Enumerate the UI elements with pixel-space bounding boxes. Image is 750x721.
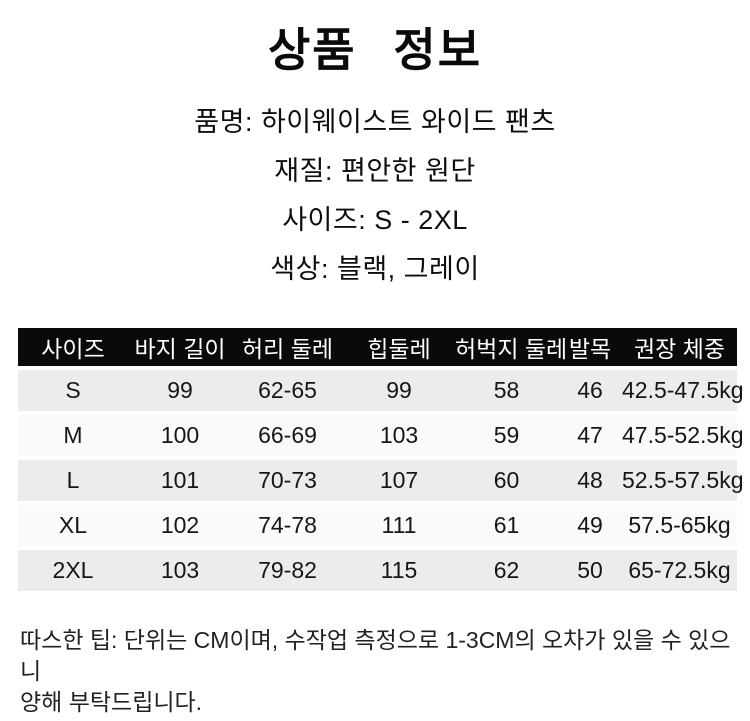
column-header-pants-length: 바지 길이 — [128, 328, 232, 366]
cell-thigh: 62 — [455, 550, 558, 591]
column-header-recommended-weight: 권장 체중 — [622, 328, 737, 366]
cell-pants-length: 100 — [128, 415, 232, 456]
cell-pants-length: 103 — [128, 550, 232, 591]
size-table-header-row: 사이즈 바지 길이 허리 둘레 힙둘레 허벅지 둘레 발목 권장 체중 — [18, 328, 737, 366]
column-header-waist: 허리 둘레 — [232, 328, 343, 366]
cell-waist: 66-69 — [232, 415, 343, 456]
cell-thigh: 59 — [455, 415, 558, 456]
cell-hip: 107 — [343, 460, 455, 501]
cell-hip: 103 — [343, 415, 455, 456]
product-material-line: 재질: 편안한 원단 — [274, 156, 476, 186]
product-size-range-line: 사이즈: S - 2XL — [282, 205, 468, 235]
disclaimer-line-2: 양해 부탁드립니다. — [20, 689, 203, 715]
cell-weight: 57.5-65kg — [622, 505, 737, 546]
cell-waist: 62-65 — [232, 370, 343, 411]
page-title: 상품 정보 — [267, 24, 483, 76]
table-row-2xl: 2XL 103 79-82 115 62 50 65-72.5kg — [18, 550, 737, 591]
column-header-ankle: 발목 — [558, 328, 622, 366]
cell-waist: 74-78 — [232, 505, 343, 546]
cell-size: M — [18, 415, 128, 456]
cell-pants-length: 102 — [128, 505, 232, 546]
cell-waist: 70-73 — [232, 460, 343, 501]
cell-ankle: 50 — [558, 550, 622, 591]
column-header-hip: 힙둘레 — [343, 328, 455, 366]
product-color-line: 색상: 블랙, 그레이 — [270, 254, 480, 284]
column-header-thigh: 허벅지 둘레 — [455, 328, 567, 366]
column-header-size: 사이즈 — [18, 328, 128, 366]
table-row-m: M 100 66-69 103 59 47 47.5-52.5kg — [18, 415, 743, 456]
cell-hip: 99 — [343, 370, 455, 411]
product-name-line: 품명: 하이웨이스트 와이드 팬츠 — [194, 107, 556, 137]
disclaimer-line-1: 따스한 팁: 단위는 CM이며, 수작업 측정으로 1-3CM의 오차가 있을 … — [20, 627, 731, 684]
table-row-xl: XL 102 74-78 111 61 49 57.5-65kg — [18, 505, 737, 546]
cell-ankle: 49 — [558, 505, 622, 546]
cell-weight: 65-72.5kg — [622, 550, 737, 591]
measurement-disclaimer: 따스한 팁: 단위는 CM이며, 수작업 측정으로 1-3CM의 오차가 있을 … — [0, 625, 750, 718]
cell-size: 2XL — [18, 550, 128, 591]
table-row-s: S 99 62-65 99 58 46 42.5-47.5kg — [18, 370, 743, 411]
cell-ankle: 47 — [558, 415, 622, 456]
cell-waist: 79-82 — [232, 550, 343, 591]
cell-weight: 47.5-52.5kg — [622, 415, 743, 456]
cell-pants-length: 101 — [128, 460, 232, 501]
cell-hip: 111 — [343, 505, 455, 546]
cell-thigh: 61 — [455, 505, 558, 546]
cell-ankle: 48 — [558, 460, 622, 501]
size-table-container: 사이즈 바지 길이 허리 둘레 힙둘레 허벅지 둘레 발목 권장 체중 S 99… — [18, 324, 743, 595]
cell-size: S — [18, 370, 128, 411]
product-info-lines: 품명: 하이웨이스트 와이드 팬츠 재질: 편안한 원단 사이즈: S - 2X… — [0, 106, 750, 285]
cell-weight: 52.5-57.5kg — [622, 460, 743, 501]
cell-weight: 42.5-47.5kg — [622, 370, 743, 411]
cell-thigh: 60 — [455, 460, 558, 501]
cell-ankle: 46 — [558, 370, 622, 411]
cell-hip: 115 — [343, 550, 455, 591]
cell-size: L — [18, 460, 128, 501]
cell-thigh: 58 — [455, 370, 558, 411]
table-row-l: L 101 70-73 107 60 48 52.5-57.5kg — [18, 460, 743, 501]
cell-size: XL — [18, 505, 128, 546]
size-table: 사이즈 바지 길이 허리 둘레 힙둘레 허벅지 둘레 발목 권장 체중 S 99… — [18, 324, 743, 595]
cell-pants-length: 99 — [128, 370, 232, 411]
